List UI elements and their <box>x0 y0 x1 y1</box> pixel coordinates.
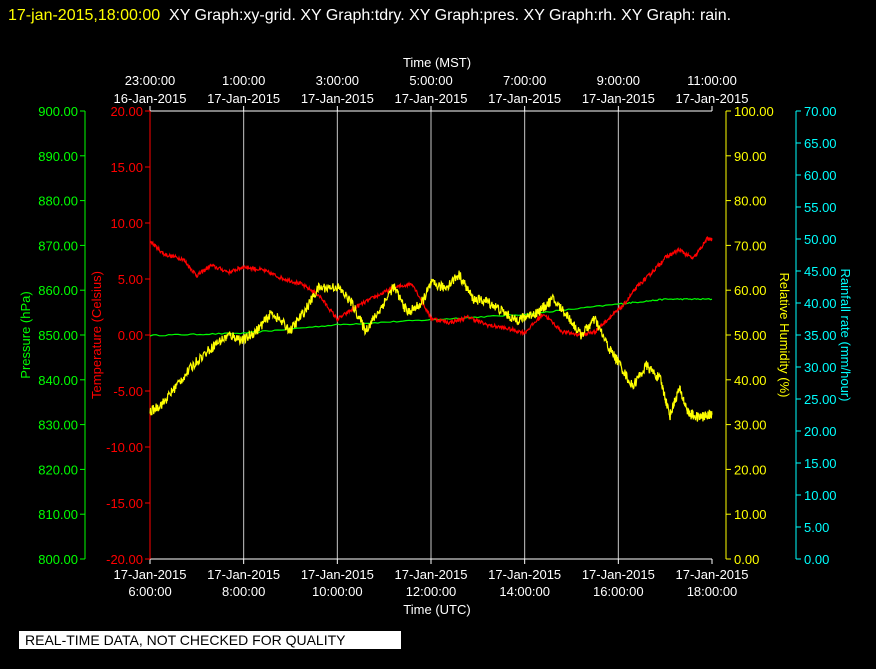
x-top-tick-date: 17-Jan-2015 <box>676 91 749 106</box>
rain-tick-label: 20.00 <box>804 424 837 439</box>
rain-tick-label: 45.00 <box>804 264 837 279</box>
x-bottom-tick-date: 17-Jan-2015 <box>301 567 374 582</box>
temperature-tick-label: 0.00 <box>118 328 143 343</box>
temperature-tick-label: 20.00 <box>110 104 143 119</box>
x-bottom-label: Time (UTC) <box>403 602 470 617</box>
title-timestamp: 17-jan-2015,18:00:00 <box>8 7 161 24</box>
humidity-tick-label: 10.00 <box>734 507 767 522</box>
pressure-tick-label: 900.00 <box>38 104 78 119</box>
temperature-tick-label: 15.00 <box>110 160 143 175</box>
temperature-tick-label: -5.00 <box>113 384 143 399</box>
humidity-tick-label: 20.00 <box>734 462 767 477</box>
grid-lines <box>243 111 619 559</box>
pressure-tick-label: 860.00 <box>38 283 78 298</box>
temperature-tick-label: 5.00 <box>118 272 143 287</box>
x-bottom-tick-time: 12:00:00 <box>406 584 457 599</box>
x-top-tick-time: 1:00:00 <box>222 73 265 88</box>
axes: 17-Jan-2015 6:00:00 17-Jan-2015 8:00:00 17-J… <box>38 55 836 617</box>
humidity-axis-label: Relative Humidity (%) <box>777 273 792 398</box>
x-top-tick-date: 17-Jan-2015 <box>207 91 280 106</box>
x-bottom-tick-date: 17-Jan-2015 <box>114 567 187 582</box>
rain-tick-label: 15.00 <box>804 456 837 471</box>
humidity-tick-label: 70.00 <box>734 238 767 253</box>
x-top-tick-date: 17-Jan-2015 <box>582 91 655 106</box>
x-top-tick-time: 3:00:00 <box>316 73 359 88</box>
x-bottom-tick-time: 8:00:00 <box>222 584 265 599</box>
humidity-tick-label: 80.00 <box>734 194 767 209</box>
rain-tick-label: 70.00 <box>804 104 837 119</box>
axis-labels: Pressure (hPa) Temperature (Celsius) Relat… <box>18 269 853 402</box>
x-top-tick-date: 17-Jan-2015 <box>488 91 561 106</box>
x-bottom-tick-date: 17-Jan-2015 <box>676 567 749 582</box>
x-bottom-tick-time: 14:00:00 <box>499 584 550 599</box>
temperature-tick-label: 10.00 <box>110 216 143 231</box>
x-bottom-tick-time: 10:00:00 <box>312 584 363 599</box>
rain-tick-label: 55.00 <box>804 200 837 215</box>
pressure-series-line <box>149 297 713 337</box>
pressure-axis-label: Pressure (hPa) <box>18 291 33 378</box>
temperature-tick-label: -15.00 <box>106 496 143 511</box>
pressure-tick-label: 820.00 <box>38 462 78 477</box>
rain-tick-label: 60.00 <box>804 168 837 183</box>
humidity-tick-label: 90.00 <box>734 149 767 164</box>
rain-axis-label: Rainfall rate (mm/hour) <box>838 269 853 402</box>
humidity-tick-label: 0.00 <box>734 552 759 567</box>
x-top-tick-time: 9:00:00 <box>597 73 640 88</box>
x-top-tick-time: 5:00:00 <box>409 73 452 88</box>
x-top-label: Time (MST) <box>403 55 471 70</box>
pressure-tick-label: 880.00 <box>38 194 78 209</box>
x-top-tick-date: 17-Jan-2015 <box>395 91 468 106</box>
data-series <box>149 235 713 422</box>
temperature-tick-label: -20.00 <box>106 552 143 567</box>
x-bottom-tick-time: 18:00:00 <box>687 584 738 599</box>
rain-tick-label: 10.00 <box>804 488 837 503</box>
rain-tick-label: 40.00 <box>804 296 837 311</box>
x-bottom-tick-date: 17-Jan-2015 <box>582 567 655 582</box>
rain-tick-label: 5.00 <box>804 520 829 535</box>
pressure-tick-label: 890.00 <box>38 149 78 164</box>
pressure-tick-label: 850.00 <box>38 328 78 343</box>
temperature-axis-label: Temperature (Celsius) <box>89 271 104 399</box>
temperature-tick-label: -10.00 <box>106 440 143 455</box>
humidity-series-line <box>149 270 713 422</box>
x-bottom-tick-date: 17-Jan-2015 <box>395 567 468 582</box>
humidity-tick-label: 30.00 <box>734 418 767 433</box>
x-top-tick-time: 23:00:00 <box>125 73 176 88</box>
title-graph-list: XY Graph:xy-grid. XY Graph:tdry. XY Grap… <box>169 7 732 24</box>
x-top-tick-date: 16-Jan-2015 <box>114 91 187 106</box>
x-top-tick-time: 7:00:00 <box>503 73 546 88</box>
humidity-tick-label: 60.00 <box>734 283 767 298</box>
x-top-tick-date: 17-Jan-2015 <box>301 91 374 106</box>
pressure-tick-label: 800.00 <box>38 552 78 567</box>
quality-warning: REAL-TIME DATA, NOT CHECKED FOR QUALITY <box>19 631 401 649</box>
chart-title: 17-jan-2015,18:00:00 XY Graph:xy-grid. X… <box>8 4 868 28</box>
x-bottom-tick-date: 17-Jan-2015 <box>207 567 280 582</box>
x-bottom-tick-date: 17-Jan-2015 <box>488 567 561 582</box>
rain-tick-label: 30.00 <box>804 360 837 375</box>
pressure-tick-label: 810.00 <box>38 507 78 522</box>
rain-tick-label: 0.00 <box>804 552 829 567</box>
rain-tick-label: 65.00 <box>804 136 837 151</box>
temperature-series-line <box>149 235 713 339</box>
humidity-tick-label: 40.00 <box>734 373 767 388</box>
x-top-tick-time: 11:00:00 <box>687 73 737 88</box>
pressure-tick-label: 840.00 <box>38 373 78 388</box>
pressure-tick-label: 830.00 <box>38 418 78 433</box>
rain-tick-label: 25.00 <box>804 392 837 407</box>
rain-tick-label: 50.00 <box>804 232 837 247</box>
x-bottom-tick-time: 6:00:00 <box>128 584 171 599</box>
x-bottom-tick-time: 16:00:00 <box>593 584 644 599</box>
rain-tick-label: 35.00 <box>804 328 837 343</box>
pressure-tick-label: 870.00 <box>38 238 78 253</box>
humidity-tick-label: 100.00 <box>734 104 774 119</box>
humidity-tick-label: 50.00 <box>734 328 767 343</box>
